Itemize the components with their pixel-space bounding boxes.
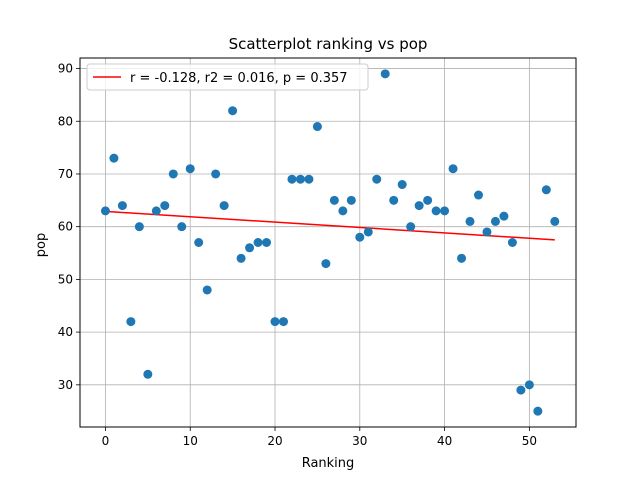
data-point [380, 69, 390, 79]
data-point [312, 122, 322, 132]
data-point [397, 180, 407, 190]
data-point [533, 406, 543, 416]
y-tick-label: 30 [58, 378, 73, 392]
data-point [321, 259, 331, 269]
data-point [507, 238, 517, 247]
data-point [304, 174, 314, 184]
legend: r = -0.128, r2 = 0.016, p = 0.357 [86, 63, 369, 91]
y-axis-ticks: 30 40 50 60 70 80 90 [58, 62, 80, 392]
data-point [389, 195, 399, 205]
points-group [100, 69, 560, 416]
data-point [550, 216, 560, 226]
y-tick-label: 80 [58, 114, 73, 128]
data-point [253, 238, 263, 247]
data-point [346, 195, 356, 205]
data-point [406, 222, 416, 232]
x-axis-label: Ranking [302, 456, 355, 471]
data-point [236, 253, 246, 263]
x-tick-label: 20 [267, 434, 282, 448]
data-point [100, 206, 110, 216]
data-point [151, 206, 161, 216]
data-point [516, 385, 526, 395]
legend-label: r = -0.128, r2 = 0.016, p = 0.357 [130, 71, 348, 86]
data-point [126, 317, 136, 327]
data-point [211, 169, 221, 179]
x-tick-label: 40 [437, 434, 452, 448]
data-point [329, 195, 339, 205]
data-point [262, 238, 272, 247]
data-point [202, 285, 212, 295]
x-axis-ticks: 0 10 20 30 40 50 [102, 427, 537, 448]
data-point [338, 206, 348, 216]
data-point [414, 201, 424, 211]
data-point [270, 317, 280, 327]
data-point [219, 201, 229, 211]
y-tick-label: 60 [58, 220, 73, 234]
grid [80, 58, 576, 427]
data-point [482, 227, 492, 237]
data-point [278, 317, 288, 327]
data-point [440, 206, 450, 216]
data-point [177, 222, 187, 232]
data-point [372, 174, 382, 184]
data-point [524, 380, 534, 390]
data-point [194, 238, 204, 247]
trend-line [105, 210, 555, 241]
data-point [185, 164, 195, 174]
data-point [228, 106, 238, 116]
data-point [457, 253, 467, 263]
x-tick-label: 50 [522, 434, 537, 448]
data-point [490, 216, 500, 226]
data-point [355, 232, 365, 242]
y-tick-label: 50 [58, 272, 73, 286]
x-tick-label: 30 [352, 434, 367, 448]
chart-title: Scatterplot ranking vs pop [229, 35, 428, 53]
data-point [473, 190, 483, 200]
legend-box [86, 63, 369, 91]
data-point [134, 222, 144, 232]
data-point [160, 201, 170, 211]
y-tick-label: 90 [58, 62, 73, 76]
data-point [541, 185, 551, 195]
data-point [287, 174, 297, 184]
data-point [117, 201, 127, 211]
data-point [465, 216, 475, 226]
y-tick-label: 70 [58, 167, 73, 181]
y-axis-label: pop [34, 233, 49, 257]
data-point [423, 195, 433, 205]
data-point [295, 174, 305, 184]
data-point [363, 227, 373, 237]
x-tick-label: 0 [102, 434, 110, 448]
data-point [143, 369, 153, 379]
data-point [431, 206, 441, 216]
data-point [499, 211, 509, 221]
data-point [448, 164, 458, 174]
data-point [168, 169, 178, 179]
data-point [245, 243, 255, 253]
data-point [109, 153, 119, 163]
plot-frame [79, 57, 577, 428]
y-tick-label: 40 [58, 325, 73, 339]
trend-line-group [105, 210, 555, 241]
x-tick-label: 10 [183, 434, 198, 448]
